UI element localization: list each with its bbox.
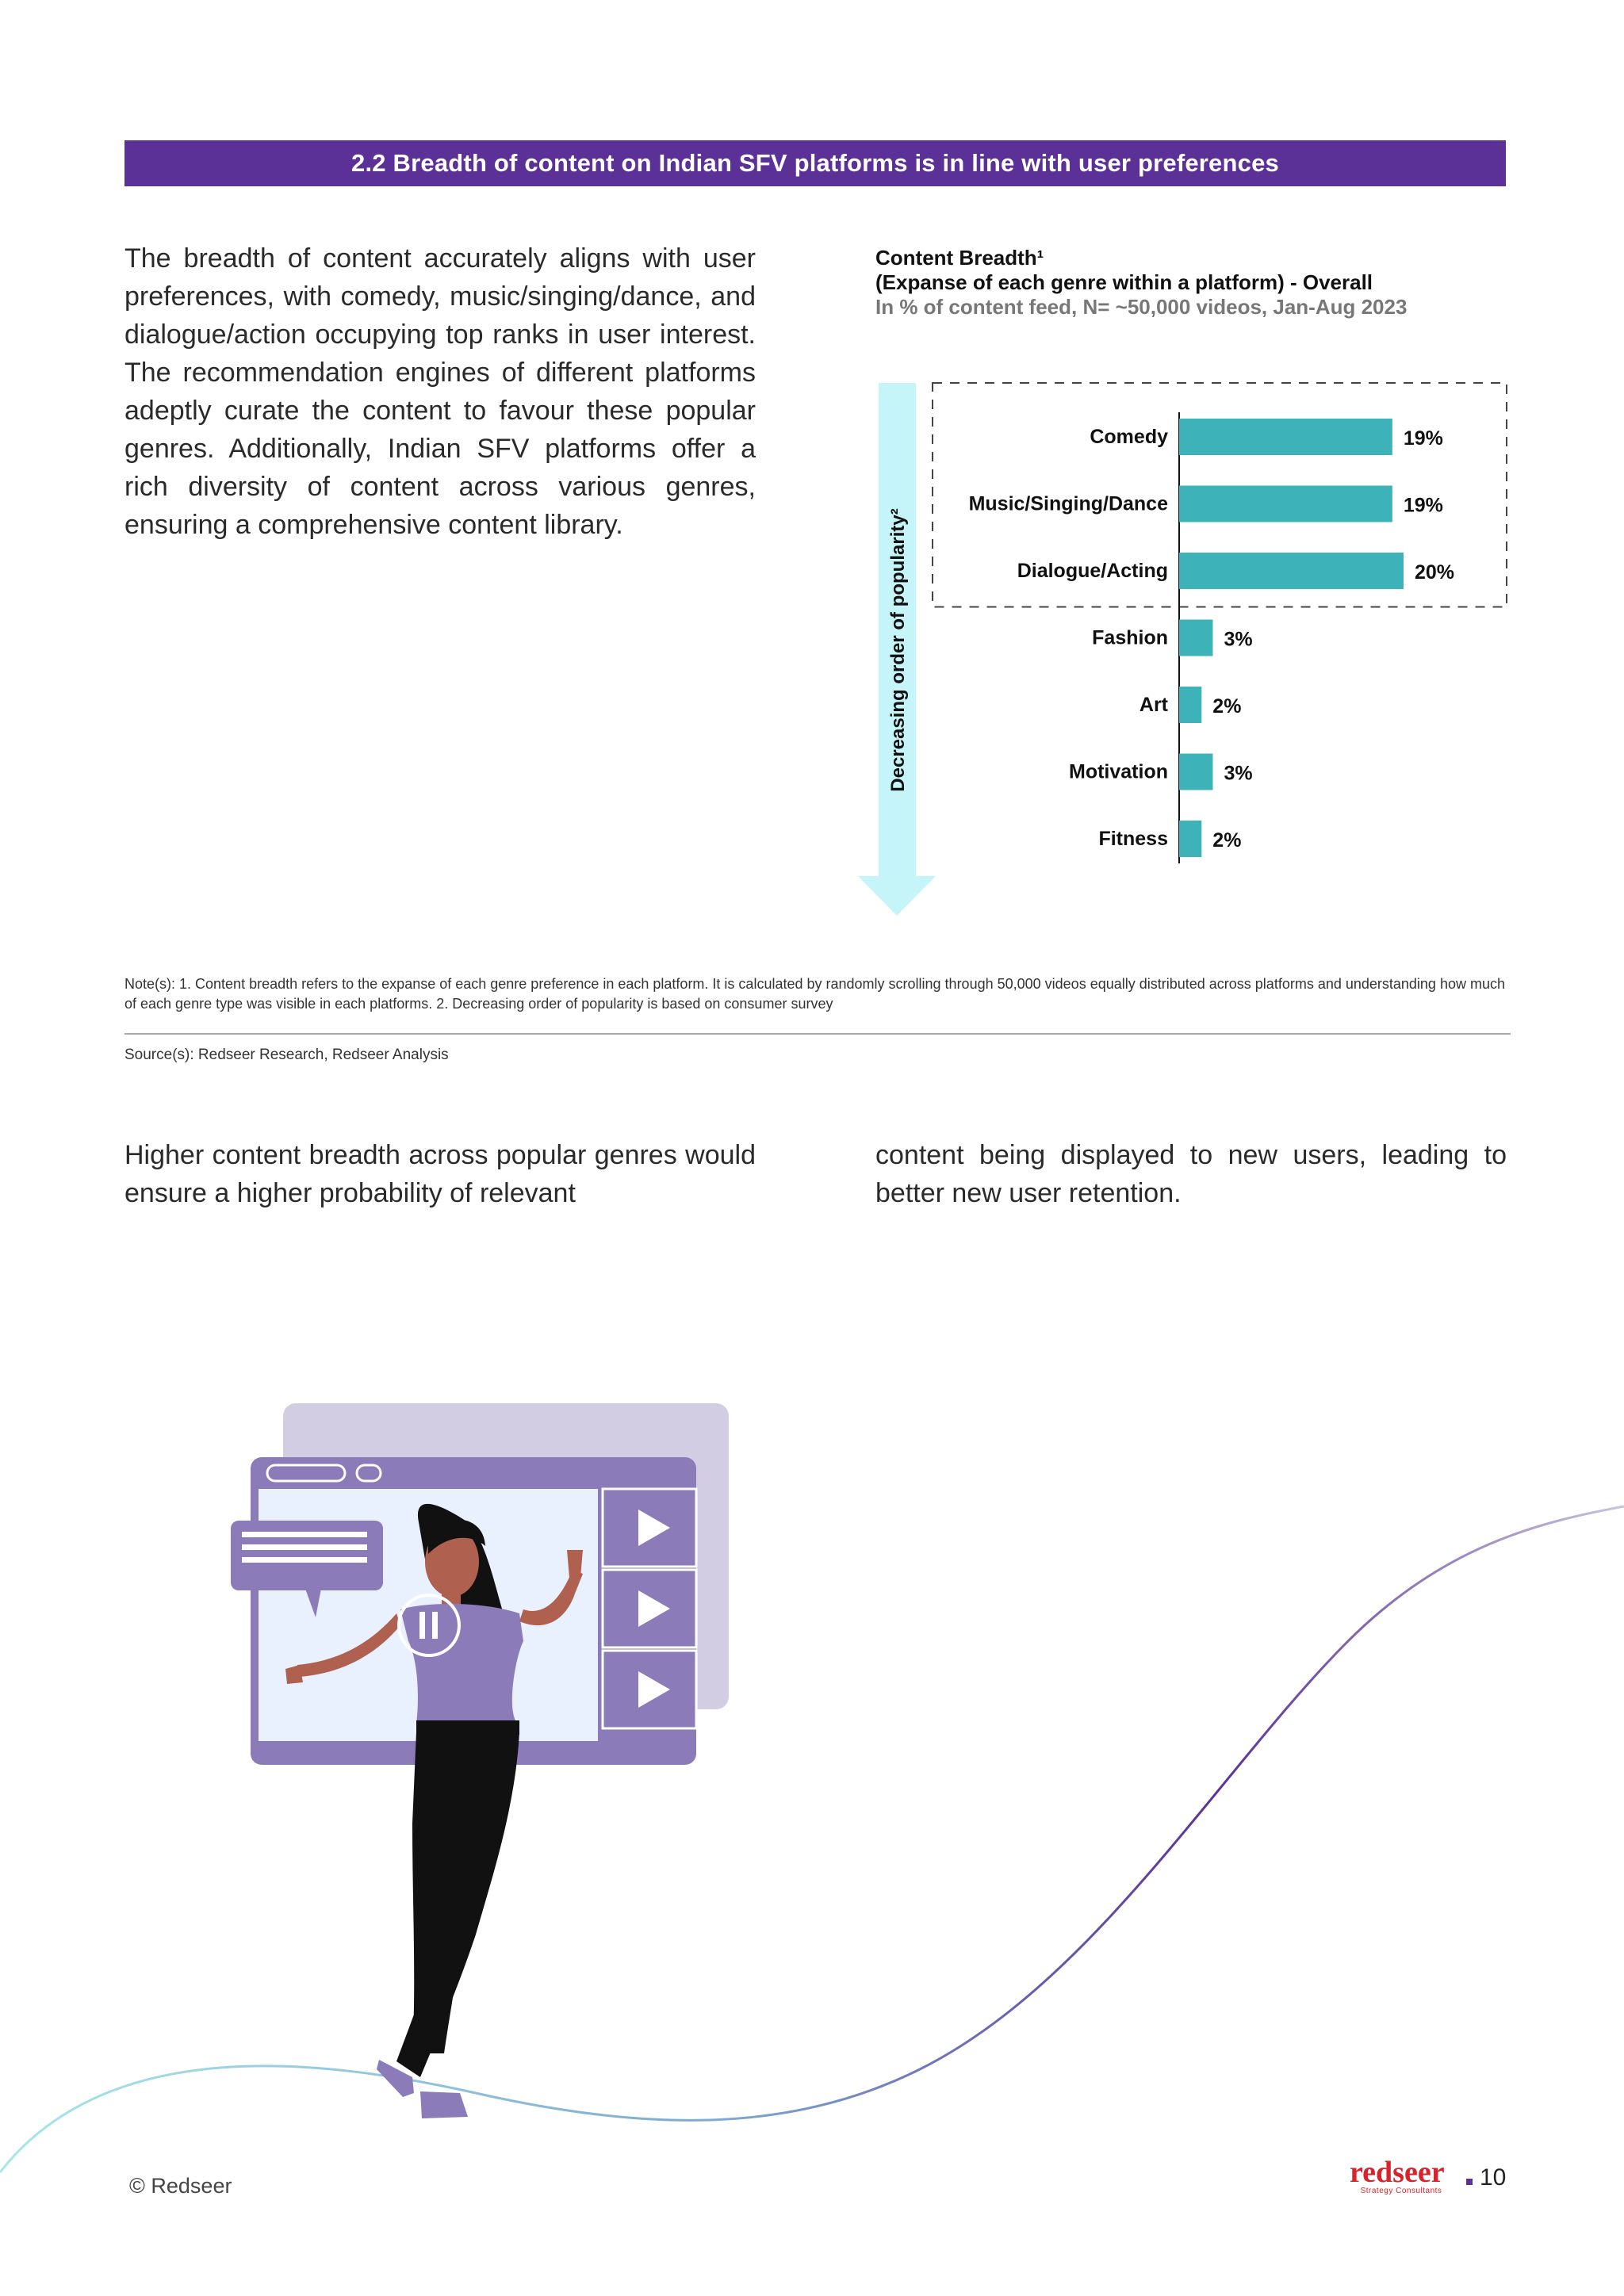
play-icon <box>638 1510 670 1546</box>
logo-wordmark: redseer <box>1350 2156 1445 2189</box>
category-label: Comedy <box>1090 426 1168 448</box>
page-number-dot <box>1466 2179 1473 2185</box>
top-genres-highlight-box <box>932 382 1507 608</box>
bar <box>1179 553 1404 589</box>
decorative-wave-line <box>0 1505 1624 2173</box>
value-label: 19% <box>1404 495 1443 517</box>
category-label: Dialogue/Acting <box>1017 560 1168 582</box>
bar <box>1179 485 1392 522</box>
intro-paragraph: The breadth of content accurately aligns… <box>124 243 756 540</box>
source-line: Source(s): Redseer Research, Redseer Ana… <box>124 1047 449 1063</box>
value-label: 3% <box>1224 763 1252 785</box>
chart-subtitle: (Expanse of each genre within a platform… <box>875 270 1373 294</box>
value-label: 3% <box>1224 629 1252 651</box>
category-label: Motivation <box>1069 761 1168 783</box>
back-window-panel <box>283 1403 729 1709</box>
value-label: 2% <box>1212 829 1241 851</box>
window-bar-dot <box>355 1464 382 1483</box>
category-label: Art <box>1139 694 1169 716</box>
bar <box>1179 687 1202 723</box>
popularity-arrow <box>858 383 936 916</box>
play-icon <box>638 1590 670 1627</box>
value-label: 20% <box>1415 561 1454 584</box>
value-label: 2% <box>1212 695 1241 718</box>
category-label: Music/Singing/Dance <box>969 493 1169 515</box>
video-area <box>259 1489 598 1741</box>
logo-tagline: Strategy Consultants <box>1360 2187 1442 2195</box>
category-label: Fashion <box>1092 627 1168 649</box>
woman-figure <box>285 1503 583 2118</box>
speech-bubble <box>231 1521 383 1590</box>
body-text-left: Higher content breadth across popular ge… <box>124 1140 756 1208</box>
copyright: © Redseer <box>129 2174 232 2198</box>
page-number: 10 <box>1480 2164 1507 2191</box>
bar <box>1179 821 1202 857</box>
bar <box>1179 753 1213 790</box>
category-label: Fitness <box>1098 828 1168 850</box>
section-banner: 2.2 Breadth of content on Indian SFV pla… <box>124 140 1506 186</box>
redseer-logo: redseer Strategy Consultants <box>1350 2156 1453 2198</box>
playlist-thumb-3 <box>601 1649 698 1730</box>
play-icon <box>638 1671 670 1708</box>
bar <box>1179 619 1213 656</box>
body-text-right: content being displayed to new users, le… <box>875 1140 1507 1208</box>
video-window <box>251 1457 696 1765</box>
chart-note: In % of content feed, N= ~50,000 videos,… <box>875 295 1408 319</box>
arrow-shape <box>858 383 936 916</box>
divider <box>124 1033 1511 1035</box>
chart-header: Content Breadth¹ (Expanse of each genre … <box>875 246 1526 320</box>
value-label: 19% <box>1404 427 1443 450</box>
playlist-thumb-2 <box>601 1568 698 1649</box>
popularity-axis-label: Decreasing order of popularity² <box>887 508 909 791</box>
chart-title: Content Breadth¹ <box>875 246 1044 270</box>
window-bar-pill <box>266 1464 347 1483</box>
footnotes: Note(s): 1. Content breadth refers to th… <box>124 976 1505 1012</box>
playlist-thumb-1 <box>601 1487 698 1568</box>
bar <box>1179 419 1392 455</box>
content-breadth-chart: Decreasing order of popularity² Comedy 19… <box>858 382 1507 916</box>
